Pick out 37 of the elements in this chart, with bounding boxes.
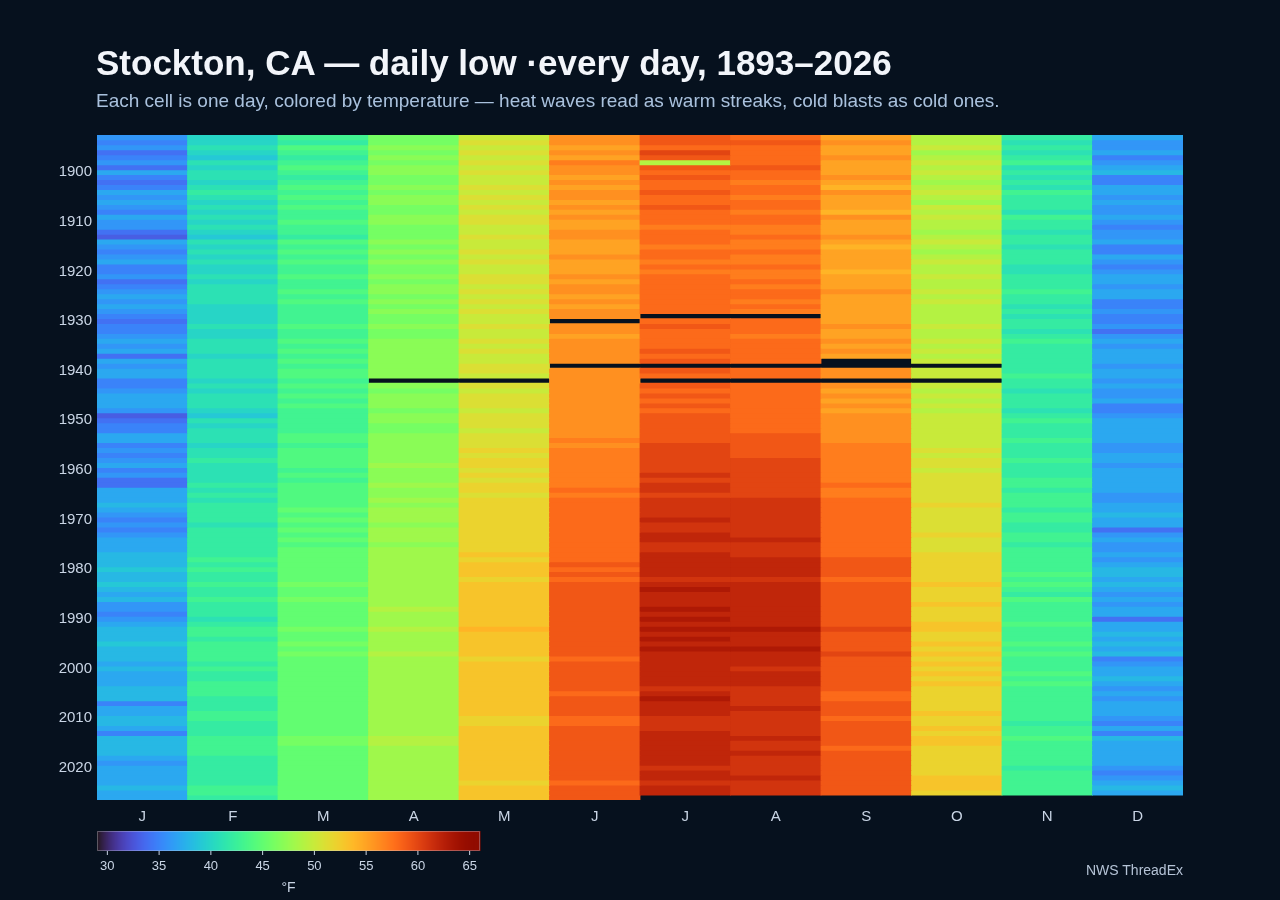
- y-tick-label: 2020: [58, 757, 92, 775]
- text: NWS ThreadEx: [1086, 862, 1183, 878]
- color-bar-label: 60: [410, 858, 426, 874]
- y-tick-label: 1910: [58, 211, 92, 229]
- color-bar-title: °F: [281, 878, 296, 895]
- x-tick-label: M: [498, 807, 511, 825]
- y-tick-label: 1960: [58, 460, 92, 478]
- x-tick-label: M: [317, 807, 330, 825]
- color-bar-label: 50: [307, 858, 322, 874]
- color-bar-label: 40: [203, 858, 219, 874]
- y-tick-label: 1980: [58, 559, 92, 577]
- y-tick-label: 2010: [58, 708, 92, 726]
- y-tick-label: 2000: [58, 658, 92, 676]
- x-tick-label: A: [408, 807, 419, 825]
- y-tick-label: 1950: [58, 410, 92, 428]
- y-tick-label: 1990: [58, 609, 92, 626]
- x-tick-label: D: [1132, 807, 1144, 825]
- x-tick-label: S: [861, 807, 872, 825]
- color-bar-label: 30: [100, 858, 115, 874]
- y-tick-label: 1970: [58, 509, 92, 527]
- x-tick-label: J: [681, 807, 689, 825]
- color-bar-label: 55: [358, 858, 374, 874]
- x-tick-label: A: [770, 807, 781, 825]
- y-tick-label: 1900: [58, 162, 92, 180]
- chart-subtitle: Each cell is one day, colored by temperature — heat waves read as warm streaks, cold blasts as cold ones.: [96, 90, 1000, 112]
- chart-title: Stockton, CA — daily low ·every day, 1893–2026: [96, 43, 892, 83]
- y-tick-label: 1920: [58, 261, 92, 279]
- x-tick-label: F: [228, 807, 238, 825]
- x-tick-label: O: [950, 807, 963, 825]
- x-tick-label: J: [138, 807, 146, 825]
- y-tick-label: 1930: [58, 311, 92, 329]
- color-bar-label: 35: [151, 858, 167, 874]
- x-tick-label: N: [1041, 807, 1053, 825]
- color-bar-label: 45: [255, 858, 270, 874]
- color-bar-label: 65: [462, 858, 477, 874]
- x-tick-label: J: [591, 807, 599, 825]
- y-tick-label: 1940: [58, 360, 92, 378]
